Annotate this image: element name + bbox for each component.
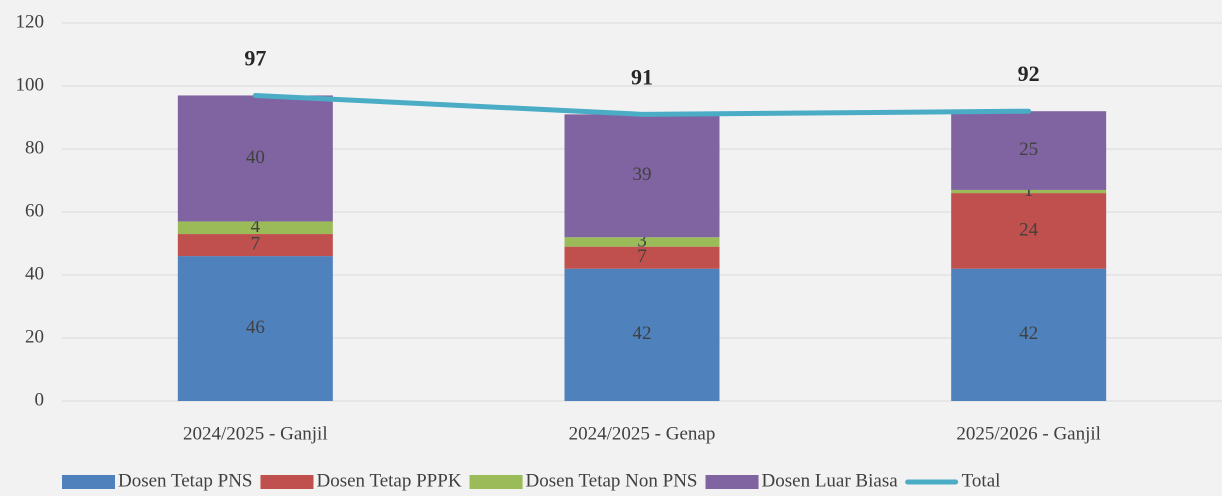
- y-tick-label: 100: [16, 74, 45, 95]
- x-tick-label: 2025/2026 - Ganjil: [956, 423, 1101, 444]
- total-line: [252, 92, 1032, 117]
- bar-segment: [564, 114, 720, 238]
- y-tick-label: 60: [25, 200, 44, 221]
- bar-segment: [951, 111, 1107, 190]
- data-label: 24: [1019, 219, 1039, 240]
- bar-segment: [951, 268, 1107, 401]
- total-label: 92: [1018, 61, 1040, 86]
- bar-segment: [177, 256, 333, 401]
- legend-label: Dosen Tetap PPPK: [316, 470, 461, 491]
- data-label: 46: [246, 317, 265, 338]
- data-label: 42: [633, 323, 652, 344]
- data-label: 39: [633, 164, 652, 185]
- legend-label: Dosen Tetap PNS: [118, 470, 252, 491]
- data-label: 3: [637, 230, 647, 251]
- data-label: 40: [246, 147, 265, 168]
- x-tick-label: 2024/2025 - Genap: [569, 423, 716, 444]
- data-label: 4: [251, 216, 261, 237]
- legend-label: Dosen Tetap Non PNS: [526, 470, 698, 491]
- y-tick-label: 80: [25, 137, 44, 158]
- bar-segment: [564, 268, 720, 401]
- data-label: 25: [1019, 139, 1038, 160]
- data-label: 1: [1024, 180, 1034, 201]
- total-label: 97: [244, 45, 266, 70]
- legend-label: Dosen Luar Biasa: [762, 470, 899, 491]
- y-tick-label: 20: [25, 326, 44, 347]
- y-tick-label: 120: [16, 11, 45, 32]
- total-label: 91: [631, 64, 653, 89]
- data-label: 42: [1019, 323, 1038, 344]
- bar-segment: [177, 234, 333, 257]
- bar-segment: [951, 193, 1107, 269]
- y-tick-label: 0: [35, 389, 45, 410]
- legend-swatch: [469, 475, 523, 489]
- bar-segment: [951, 189, 1107, 194]
- legend-swatch: [260, 475, 314, 489]
- data-label: 7: [251, 233, 261, 254]
- x-tick-label: 2024/2025 - Ganjil: [183, 423, 328, 444]
- data-label: 7: [637, 246, 647, 267]
- legend-swatch: [705, 475, 759, 489]
- bar-segment: [564, 237, 720, 247]
- y-tick-label: 40: [25, 263, 44, 284]
- legend-label: Total: [962, 470, 1001, 491]
- bar-segment: [564, 246, 720, 269]
- bar-segment: [177, 221, 333, 235]
- bar-segment: [177, 95, 333, 222]
- legend-swatch: [62, 475, 115, 489]
